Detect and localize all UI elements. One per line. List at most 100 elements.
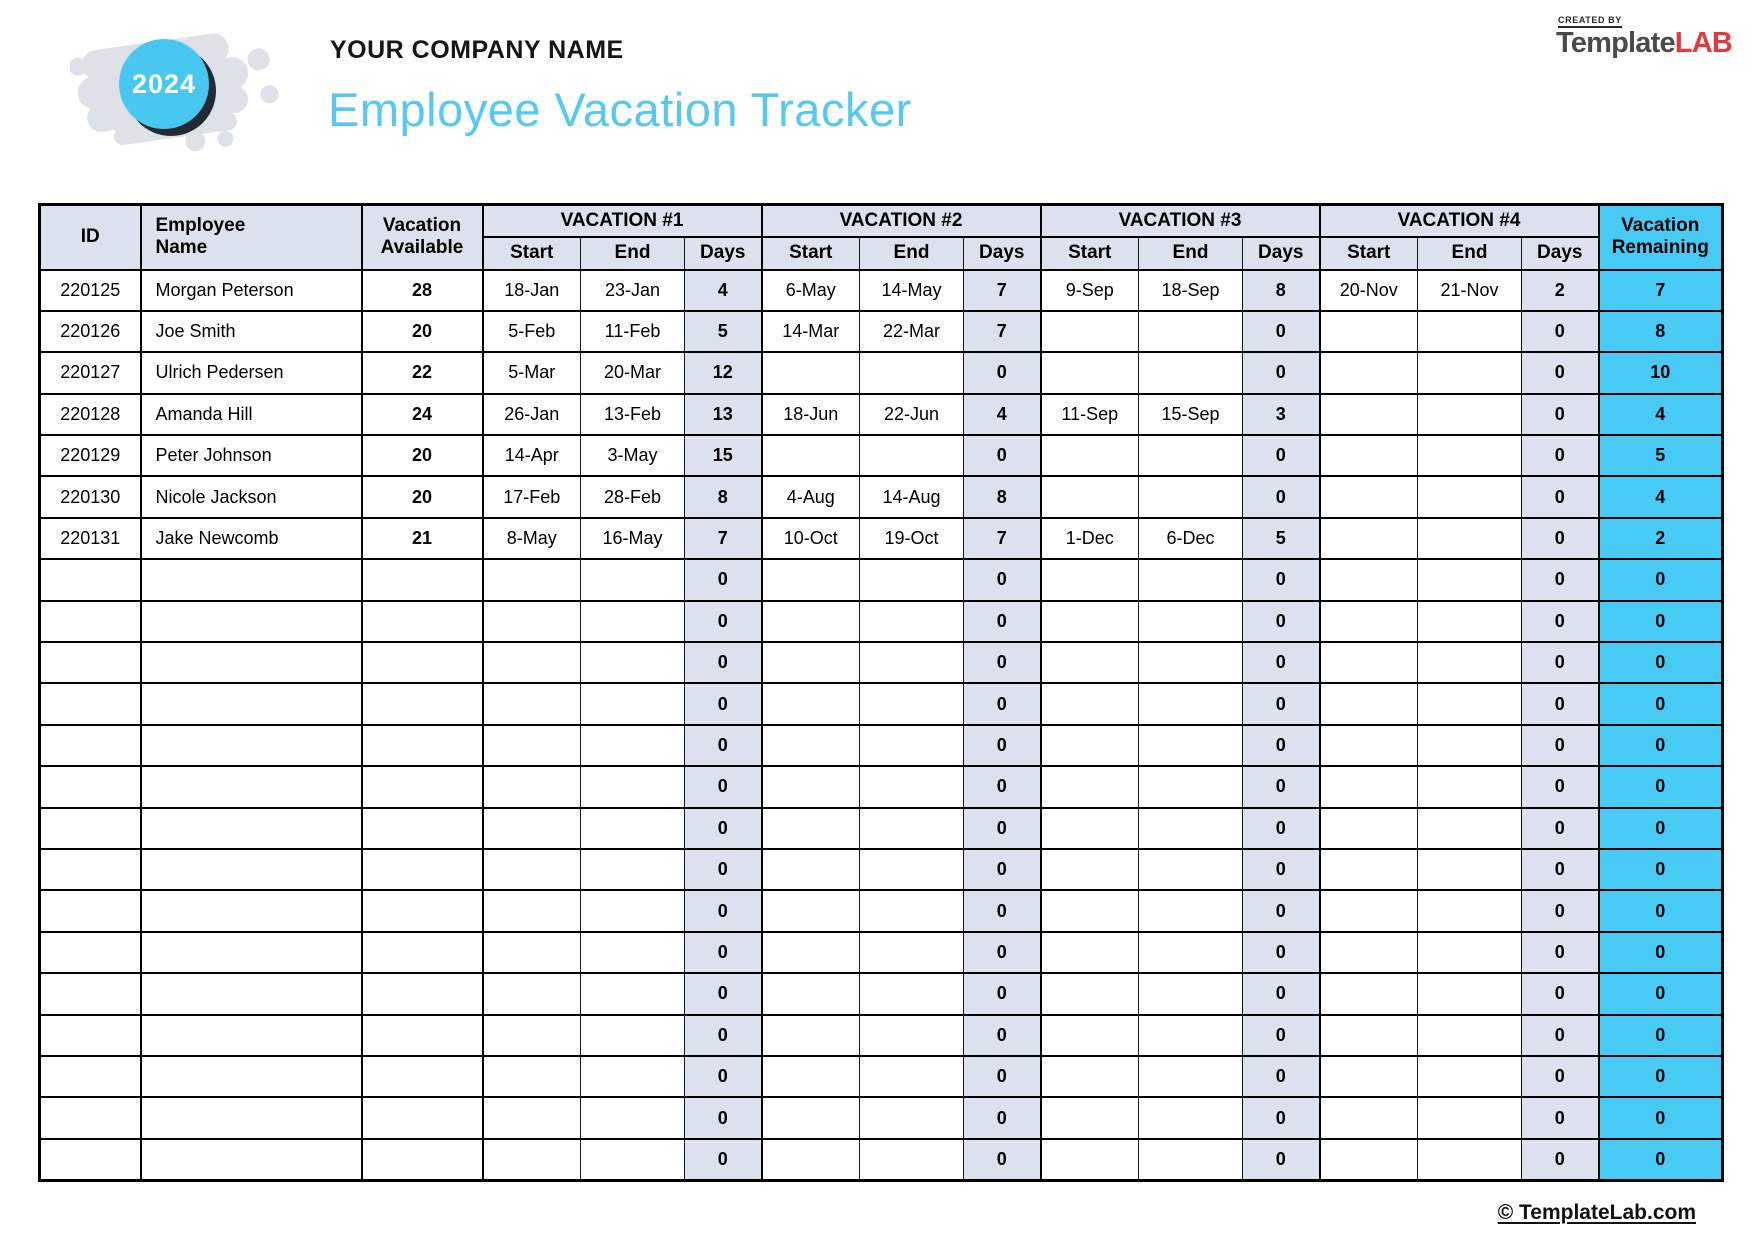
cell-vacation-remaining: 0 <box>1598 599 1723 644</box>
cell-vacation3-days: 0 <box>1242 1054 1321 1099</box>
paint-splash-icon: 2024 <box>68 33 279 151</box>
cell-vacation3-start: 11-Sep <box>1040 392 1139 437</box>
cell-vacation-remaining: 0 <box>1598 806 1723 850</box>
cell-vacation4-start <box>1319 392 1418 437</box>
cell-id <box>39 1137 142 1182</box>
cell-vacation1-start: 8-May <box>482 516 581 561</box>
cell-vacation2-end <box>859 930 964 975</box>
cell-id <box>39 765 142 809</box>
cell-vacation1-end <box>580 682 685 726</box>
employee-row: 220127 Ulrich Pedersen 22 5-Mar 20-Mar 12 0 0 0 1… <box>39 351 1723 395</box>
cell-vacation4-days: 0 <box>1521 806 1600 850</box>
cell-employee-name <box>140 1137 363 1182</box>
header-remaining-line1: Vacation <box>1621 215 1700 237</box>
templatelab-footer-link[interactable]: © TemplateLab.com <box>1497 1201 1696 1224</box>
cell-vacation1-days: 0 <box>684 1137 763 1182</box>
cell-vacation4-days: 0 <box>1521 599 1600 644</box>
cell-vacation2-start <box>761 889 860 933</box>
cell-id: 220130 <box>39 475 142 519</box>
cell-vacation3-end <box>1138 1096 1243 1140</box>
cell-vacation3-days: 0 <box>1242 1137 1321 1182</box>
cell-id: 220129 <box>39 434 142 478</box>
cell-vacation-available <box>361 1096 484 1140</box>
cell-vacation3-days: 0 <box>1242 972 1321 1016</box>
cell-vacation-available <box>361 558 484 602</box>
cell-vacation4-start <box>1319 682 1418 726</box>
cell-vacation4-end <box>1417 1137 1522 1182</box>
cell-vacation3-days: 0 <box>1242 434 1321 478</box>
cell-vacation3-days: 0 <box>1242 682 1321 726</box>
cell-vacation4-end <box>1417 1013 1522 1057</box>
cell-vacation2-days: 0 <box>963 351 1042 395</box>
cell-vacation1-days: 0 <box>684 1013 763 1057</box>
cell-vacation3-start <box>1040 1013 1139 1057</box>
cell-vacation2-days: 0 <box>963 1096 1042 1140</box>
cell-vacation1-end <box>580 889 685 933</box>
cell-vacation4-end <box>1417 434 1522 478</box>
cell-vacation-available <box>361 1054 484 1099</box>
cell-vacation4-days: 0 <box>1521 434 1600 478</box>
cell-employee-name: Amanda Hill <box>140 392 363 437</box>
cell-vacation1-start <box>482 972 581 1016</box>
cell-vacation-remaining: 0 <box>1598 1137 1723 1182</box>
cell-vacation1-start <box>482 558 581 602</box>
cell-vacation2-days: 0 <box>963 930 1042 975</box>
cell-vacation3-start <box>1040 1096 1139 1140</box>
cell-vacation1-end: 11-Feb <box>580 309 685 354</box>
cell-vacation2-end: 14-Aug <box>859 475 964 519</box>
cell-vacation-available: 21 <box>361 516 484 561</box>
cell-vacation4-start <box>1319 516 1418 561</box>
cell-vacation2-days: 0 <box>963 889 1042 933</box>
header-vacation-2: VACATION #2 <box>761 203 1042 238</box>
cell-vacation-remaining: 2 <box>1598 516 1723 561</box>
cell-employee-name: Peter Johnson <box>140 434 363 478</box>
cell-vacation3-end <box>1138 351 1243 395</box>
cell-vacation4-start <box>1319 475 1418 519</box>
cell-vacation4-end <box>1417 972 1522 1016</box>
cell-id <box>39 723 142 768</box>
page-title: Employee Vacation Tracker <box>328 83 912 136</box>
cell-vacation1-end: 13-Feb <box>580 392 685 437</box>
cell-vacation1-start <box>482 765 581 809</box>
cell-employee-name: Nicole Jackson <box>140 475 363 519</box>
cell-vacation3-days: 0 <box>1242 847 1321 892</box>
cell-vacation4-start <box>1319 1054 1418 1099</box>
cell-vacation2-days: 0 <box>963 847 1042 892</box>
cell-vacation2-end <box>859 1013 964 1057</box>
cell-employee-name <box>140 847 363 892</box>
cell-employee-name: Morgan Peterson <box>140 268 363 312</box>
cell-vacation2-days: 4 <box>963 392 1042 437</box>
cell-vacation3-start <box>1040 930 1139 975</box>
cell-vacation-available <box>361 723 484 768</box>
header-vacation-remaining: Vacation Remaining <box>1598 203 1723 271</box>
cell-vacation-available <box>361 765 484 809</box>
cell-vacation4-days: 0 <box>1521 847 1600 892</box>
cell-vacation3-end <box>1138 1013 1243 1057</box>
cell-vacation1-days: 12 <box>684 351 763 395</box>
cell-vacation3-end <box>1138 806 1243 850</box>
cell-vacation3-end <box>1138 889 1243 933</box>
cell-vacation-remaining: 0 <box>1598 682 1723 726</box>
cell-vacation4-start <box>1319 599 1418 644</box>
cell-vacation1-days: 0 <box>684 641 763 685</box>
year-badge-label: 2024 <box>132 69 196 99</box>
cell-vacation1-end <box>580 1137 685 1182</box>
cell-vacation1-start <box>482 723 581 768</box>
cell-vacation-available <box>361 889 484 933</box>
cell-vacation4-days: 0 <box>1521 1096 1600 1140</box>
cell-vacation1-days: 7 <box>684 516 763 561</box>
cell-vacation3-start <box>1040 723 1139 768</box>
cell-vacation3-end: 15-Sep <box>1138 392 1243 437</box>
header-remaining-line2: Remaining <box>1611 237 1709 259</box>
cell-vacation2-start <box>761 723 860 768</box>
cell-vacation2-days: 0 <box>963 806 1042 850</box>
cell-employee-name <box>140 765 363 809</box>
cell-vacation1-days: 8 <box>684 475 763 519</box>
cell-vacation4-days: 0 <box>1521 351 1600 395</box>
cell-vacation3-days: 0 <box>1242 889 1321 933</box>
